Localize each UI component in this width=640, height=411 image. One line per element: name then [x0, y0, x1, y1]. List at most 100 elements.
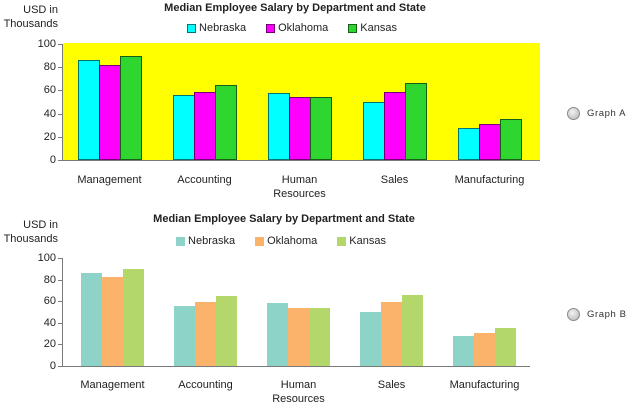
legend-swatch-nebraska [187, 23, 197, 33]
bar-nebraska-manufacturing [458, 127, 480, 160]
chart-b-title: Median Employee Salary by Department and… [153, 213, 415, 225]
bar-kansas-sales [402, 294, 423, 366]
x-tick-label-human-resources: Human Resources [273, 174, 326, 200]
y-axis-line [62, 44, 63, 161]
y-tick-mark-0 [58, 160, 62, 161]
y-axis-line [62, 258, 63, 367]
bar-kansas-human-resources [309, 307, 330, 366]
bar-nebraska-human-resources [267, 303, 288, 366]
bar-oklahoma-manufacturing [474, 332, 495, 366]
y-tick-label-0: 0 [49, 154, 56, 166]
bar-oklahoma-sales [384, 91, 406, 160]
chart-a-legend: Nebraska Oklahoma Kansas [92, 21, 492, 35]
y-tick-label-40: 40 [43, 108, 56, 120]
chart-b-legend: Nebraska Oklahoma Kansas [81, 234, 481, 248]
y-tick-label-60: 60 [43, 84, 56, 96]
x-tick-label-human-resources: Human Resources [272, 379, 325, 405]
y-tick-label-80: 80 [43, 61, 56, 73]
bar-oklahoma-management [102, 277, 123, 366]
bar-nebraska-management [81, 273, 102, 366]
bar-oklahoma-human-resources [289, 97, 311, 160]
bar-nebraska-sales [360, 312, 381, 366]
x-axis-line [62, 366, 530, 367]
graph-a-radio-label[interactable]: Graph A [587, 108, 627, 119]
y-tick-label-20: 20 [43, 338, 56, 350]
x-tick-label-sales: Sales [380, 174, 409, 186]
bar-kansas-manufacturing [500, 119, 522, 160]
chart-a-plot: Management Accounting Human Resources Sales… [0, 0, 640, 205]
y-tick-label-60: 60 [43, 295, 56, 307]
x-tick-label-management: Management [80, 379, 145, 391]
y-tick-mark-100 [58, 44, 62, 45]
legend-swatch-kansas [337, 236, 347, 246]
legend-label-kansas: Kansas [360, 22, 397, 34]
x-tick-label-management: Management [77, 174, 142, 186]
y-tick-label-0: 0 [49, 360, 56, 372]
bar-kansas-manufacturing [495, 328, 516, 366]
legend-item-oklahoma: Oklahoma [255, 234, 317, 248]
x-tick-label-manufacturing: Manufacturing [449, 379, 520, 391]
y-tick-mark-60 [58, 90, 62, 91]
bar-oklahoma-manufacturing [479, 124, 501, 160]
y-tick-label-100: 100 [37, 38, 56, 50]
legend-label-nebraska: Nebraska [199, 22, 247, 34]
y-tick-label-40: 40 [43, 317, 56, 329]
y-tick-label-20: 20 [43, 131, 56, 143]
bar-nebraska-manufacturing [453, 335, 474, 366]
chart-a-y-axis-label: USD in Thousands [3, 4, 58, 30]
chart-b-y-axis-label: USD in Thousands [3, 219, 58, 245]
bar-nebraska-accounting [173, 95, 195, 160]
chart-b: Management Accounting Human Resources Sales… [0, 210, 640, 411]
legend-swatch-oklahoma [266, 23, 276, 33]
x-tick-label-accounting: Accounting [177, 174, 232, 186]
x-tick-label-manufacturing: Manufacturing [454, 174, 525, 186]
legend-swatch-kansas [348, 23, 358, 33]
x-axis-line [62, 160, 540, 161]
bar-nebraska-accounting [174, 305, 195, 366]
legend-item-nebraska: Nebraska [187, 21, 246, 35]
legend-item-oklahoma: Oklahoma [266, 21, 328, 35]
chart-b-plot: Management Accounting Human Resources Sales… [0, 210, 640, 411]
graph-a-radio-button[interactable] [567, 107, 580, 120]
graph-b-radio-button[interactable] [567, 308, 580, 321]
graph-b-radio-option[interactable]: Graph B [567, 308, 627, 321]
chart-a-title: Median Employee Salary by Department and… [164, 2, 426, 14]
graph-b-radio-label[interactable]: Graph B [587, 309, 627, 320]
bar-oklahoma-accounting [195, 302, 216, 366]
bar-oklahoma-management [99, 64, 121, 160]
bar-nebraska-management [78, 60, 100, 160]
graph-a-radio-option[interactable]: Graph A [567, 107, 626, 120]
bar-oklahoma-sales [381, 302, 402, 366]
bar-kansas-management [120, 55, 142, 160]
legend-item-kansas: Kansas [337, 234, 386, 248]
bar-kansas-human-resources [310, 97, 332, 160]
bar-kansas-sales [405, 83, 427, 160]
y-tick-mark-100 [58, 258, 62, 259]
chart-a: Management Accounting Human Resources Sales… [0, 0, 640, 205]
y-tick-mark-60 [58, 301, 62, 302]
bar-nebraska-human-resources [268, 92, 290, 160]
y-tick-label-80: 80 [43, 274, 56, 286]
y-tick-mark-80 [58, 67, 62, 68]
bar-nebraska-sales [363, 102, 385, 160]
legend-swatch-oklahoma [255, 236, 265, 246]
bar-kansas-accounting [216, 295, 237, 366]
y-tick-mark-20 [58, 344, 62, 345]
bar-kansas-accounting [215, 84, 237, 160]
legend-label-kansas: Kansas [349, 235, 386, 247]
y-tick-mark-40 [58, 114, 62, 115]
x-tick-label-accounting: Accounting [178, 379, 233, 391]
bar-oklahoma-accounting [194, 91, 216, 160]
x-tick-label-sales: Sales [377, 379, 406, 391]
bar-oklahoma-human-resources [288, 307, 309, 366]
legend-item-kansas: Kansas [348, 21, 397, 35]
legend-label-oklahoma: Oklahoma [267, 235, 318, 247]
y-tick-mark-20 [58, 137, 62, 138]
legend-label-nebraska: Nebraska [188, 235, 236, 247]
bar-kansas-management [123, 268, 144, 366]
y-tick-label-100: 100 [37, 252, 56, 264]
y-tick-mark-40 [58, 323, 62, 324]
legend-label-oklahoma: Oklahoma [278, 22, 329, 34]
legend-item-nebraska: Nebraska [176, 234, 235, 248]
